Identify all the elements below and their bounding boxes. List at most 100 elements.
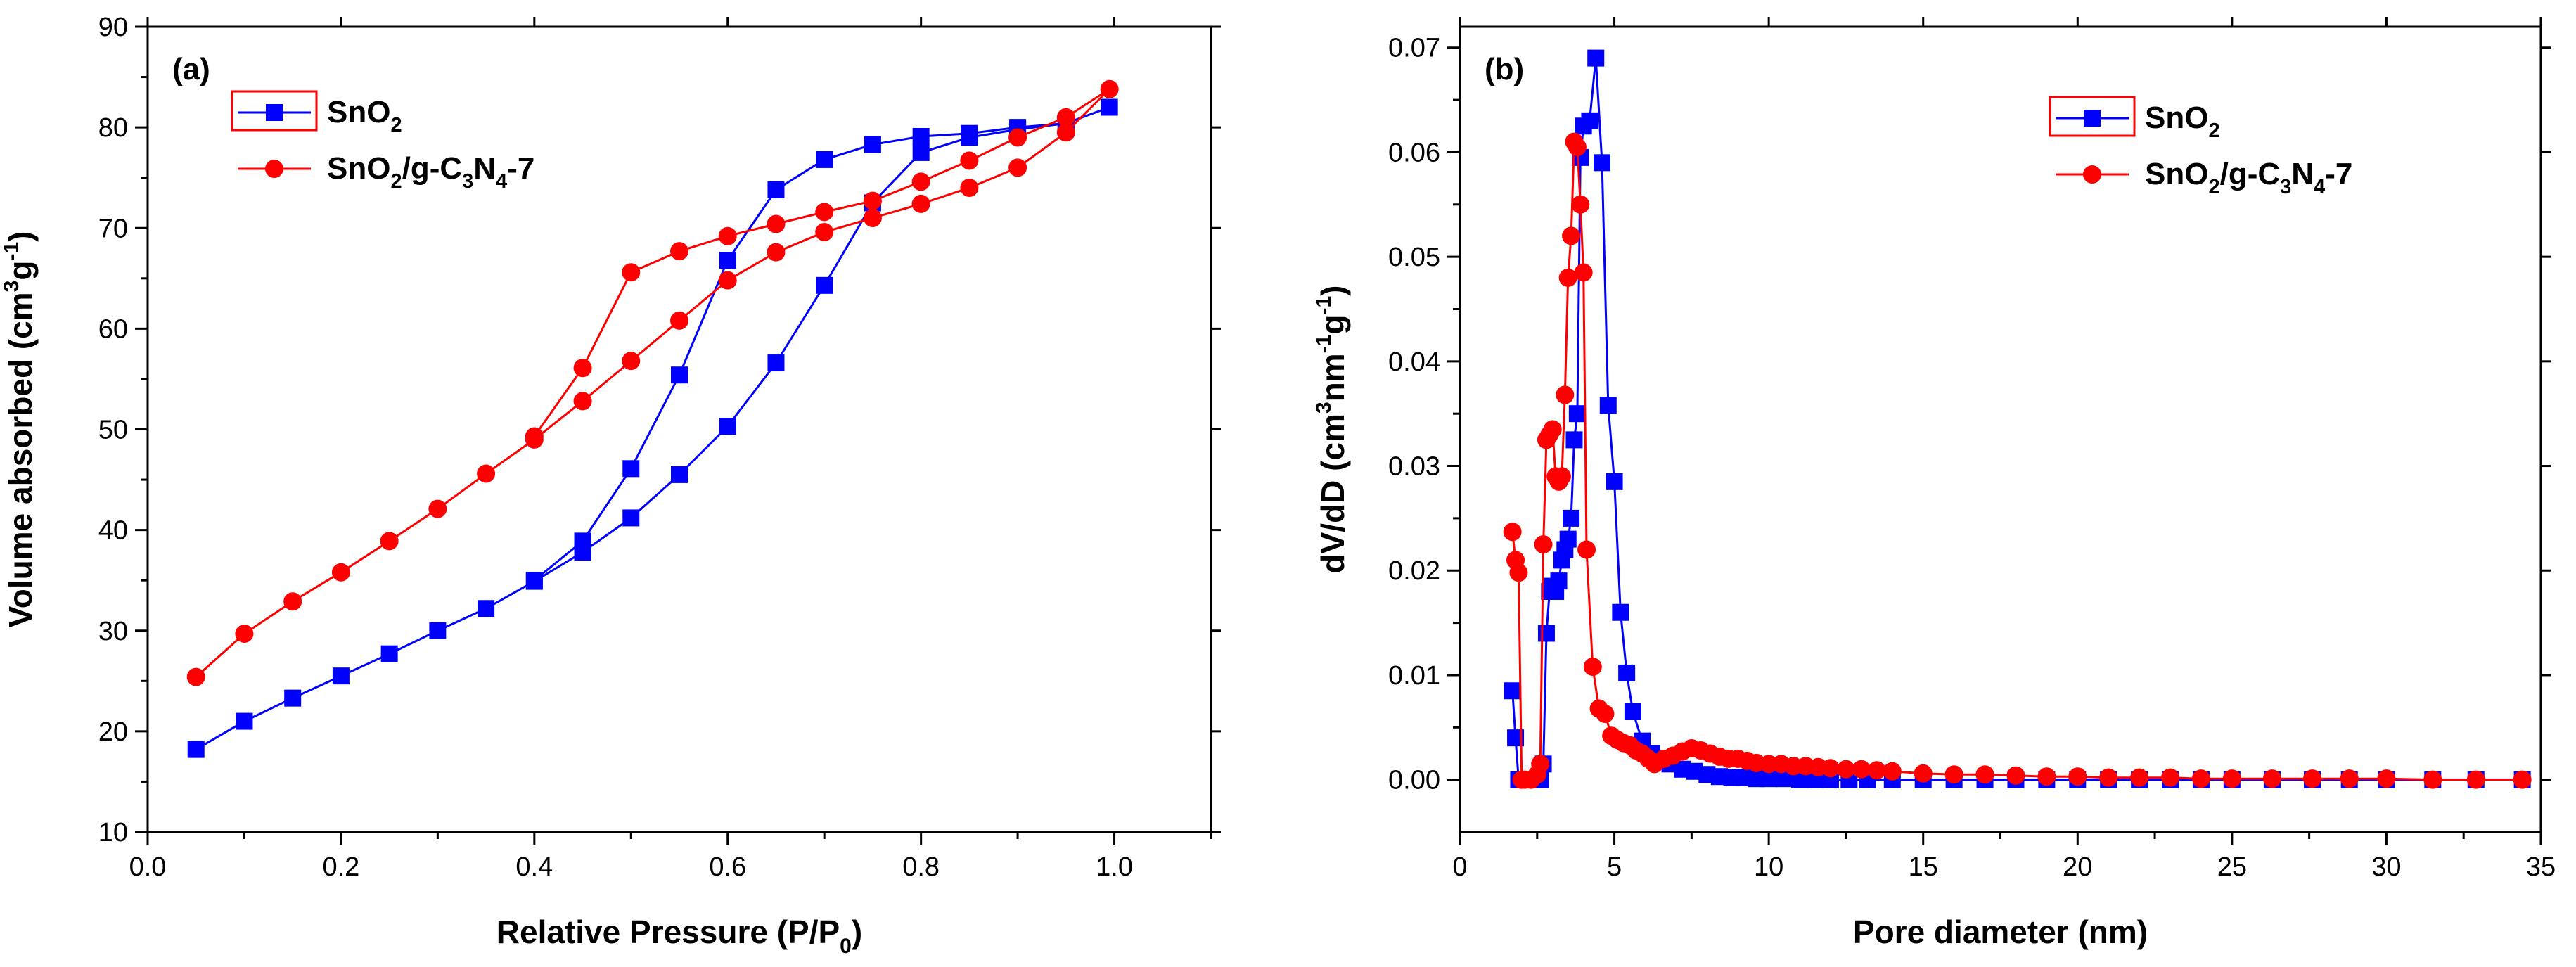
panel-a-point-composite — [380, 532, 399, 551]
panel-a-x-tick-label: 0.6 — [709, 852, 746, 882]
panel-a-point-sno2 — [236, 712, 253, 730]
panel-a-point-sno2 — [478, 600, 495, 617]
panel-b-point-composite — [1531, 755, 1550, 774]
panel-a-point-sno2 — [1101, 98, 1118, 116]
panel-b-point-composite — [2006, 766, 2025, 785]
panel-a-point-sno2 — [671, 366, 688, 384]
panel-b-point-sno2 — [1612, 603, 1629, 621]
panel-b-point-composite — [1883, 762, 1902, 781]
panel-b-point-composite — [2466, 770, 2485, 789]
panel-b-point-composite — [1852, 760, 1871, 779]
panel-a-x-tick-label: 0.0 — [129, 852, 167, 882]
panel-a-point-composite — [767, 214, 786, 233]
panel-a-point-composite — [670, 311, 688, 330]
panel-a-x-axis-title: Relative Pressure (P/P0) — [496, 914, 862, 958]
panel-b-x-tick-label: 0 — [1452, 852, 1467, 882]
panel-b-point-composite — [2222, 769, 2241, 788]
panel-b-point-composite — [1574, 263, 1593, 282]
panel-b-x-axis-title: Pore diameter (nm) — [1853, 914, 2148, 950]
panel-b-y-tick-label: 0.01 — [1388, 661, 1440, 691]
panel-a-point-composite — [1056, 108, 1075, 127]
panel-b-point-composite — [1596, 704, 1615, 723]
panel-a-x-tick-label: 1.0 — [1096, 852, 1133, 882]
panel-b-x-tick-label: 5 — [1607, 852, 1622, 882]
panel-a-point-composite — [573, 359, 592, 378]
panel-b-point-composite — [1568, 138, 1587, 157]
panel-a-isotherm-chart: 0.0 0.2 0.4 0.6 0.8 1.0 10 20 30 40 50 60 70 80 90 (a) R… — [0, 13, 1221, 958]
panel-a-point-sno2 — [719, 418, 736, 435]
panel-b-point-sno2 — [1581, 112, 1598, 129]
panel-b-legend-marker-composite — [2083, 165, 2101, 184]
panel-b-label: (b) — [1485, 52, 1524, 87]
panel-a-point-composite — [1008, 128, 1027, 147]
panel-b-point-composite — [1543, 420, 1562, 439]
panel-a-point-composite — [331, 563, 350, 582]
panel-b-point-sno2 — [1504, 682, 1521, 700]
panel-a-series-sno2-line — [195, 106, 1110, 750]
panel-b-series-sno2-line — [1511, 58, 2523, 781]
panel-b-point-composite — [1821, 759, 1840, 778]
panel-b-point-composite — [1914, 764, 1933, 783]
panel-b-point-sno2 — [1559, 530, 1577, 548]
panel-b-point-composite — [2262, 769, 2281, 788]
panel-a-point-composite — [863, 208, 882, 227]
panel-a-point-sno2 — [767, 181, 785, 198]
panel-a-point-composite — [622, 263, 641, 282]
panel-a-x-tick-label: 0.4 — [515, 852, 553, 882]
panel-a-y-tick-label: 20 — [98, 717, 128, 747]
panel-a-point-sno2 — [719, 252, 736, 269]
panel-a-point-sno2 — [525, 572, 543, 589]
panel-a-y-tick-label: 80 — [98, 113, 128, 143]
panel-a-point-sno2 — [187, 741, 205, 758]
panel-b-point-composite — [1867, 761, 1886, 780]
panel-a-point-composite — [477, 464, 496, 483]
panel-b-point-composite — [2423, 770, 2442, 789]
panel-a-y-tick-label: 10 — [98, 818, 128, 847]
panel-b-point-composite — [2340, 769, 2359, 788]
panel-a-plot-frame — [146, 25, 1212, 833]
panel-b-x-tick-label: 20 — [2063, 852, 2092, 882]
panel-a-point-sno2 — [332, 667, 350, 685]
panel-a-point-sno2 — [284, 689, 302, 707]
panel-a-legend-marker-composite — [265, 160, 283, 178]
panel-b-point-sno2 — [1594, 154, 1611, 172]
panel-a-point-sno2 — [961, 124, 978, 142]
panel-a-point-composite — [767, 243, 786, 262]
panel-b-point-composite — [1534, 535, 1553, 554]
panel-b-y-tick-label: 0.00 — [1388, 766, 1440, 795]
panel-a-point-composite — [718, 271, 737, 290]
panel-a-y-tick-label: 30 — [98, 617, 128, 646]
panel-b-point-composite — [2303, 769, 2322, 788]
panel-a-label: (a) — [172, 52, 210, 87]
panel-b-x-tick-label: 10 — [1754, 852, 1783, 882]
panel-b-point-composite — [1836, 760, 1855, 779]
panel-b-legend-box — [2049, 96, 2136, 137]
panel-b-point-sno2 — [1563, 509, 1580, 527]
panel-b-point-composite — [2513, 770, 2532, 789]
panel-a-point-composite — [815, 203, 834, 222]
panel-a-point-composite — [960, 151, 979, 170]
panel-a-legend-label-composite: SnO2​/g-C3​N4​-7 — [327, 151, 534, 193]
panel-b-y-tick-label: 0.03 — [1388, 452, 1440, 482]
panel-b-pore-distribution-chart: 0 5 10 15 20 25 30 35 0.00 0.01 0.02 0.03 0.04 0.05 0.… — [1312, 17, 2556, 950]
panel-b-y-tick-label: 0.02 — [1388, 556, 1440, 586]
panel-a-point-sno2 — [380, 645, 398, 662]
panel-a-point-composite — [525, 427, 544, 446]
panel-b-legend-label-sno2: SnO2​ — [2145, 101, 2220, 142]
panel-a-point-sno2 — [671, 466, 688, 483]
panel-b-point-composite — [2191, 769, 2210, 788]
panel-b-point-composite — [2161, 768, 2180, 787]
panel-a-point-composite — [1100, 79, 1119, 98]
panel-b-point-sno2 — [1599, 397, 1617, 414]
panel-a-y-tick-label: 70 — [98, 214, 128, 243]
panel-a-point-sno2 — [816, 151, 833, 168]
panel-b-point-composite — [2037, 767, 2056, 786]
panel-a-point-composite — [815, 222, 834, 241]
panel-b-point-sno2 — [1550, 572, 1568, 590]
panel-b-legend-marker-sno2 — [2084, 110, 2101, 127]
panel-a-point-composite — [960, 179, 979, 197]
panel-b-point-composite — [2068, 767, 2087, 786]
panel-a-point-composite — [283, 592, 302, 611]
panel-b-point-composite — [1583, 658, 1602, 677]
panel-b-point-sno2 — [1618, 664, 1636, 681]
